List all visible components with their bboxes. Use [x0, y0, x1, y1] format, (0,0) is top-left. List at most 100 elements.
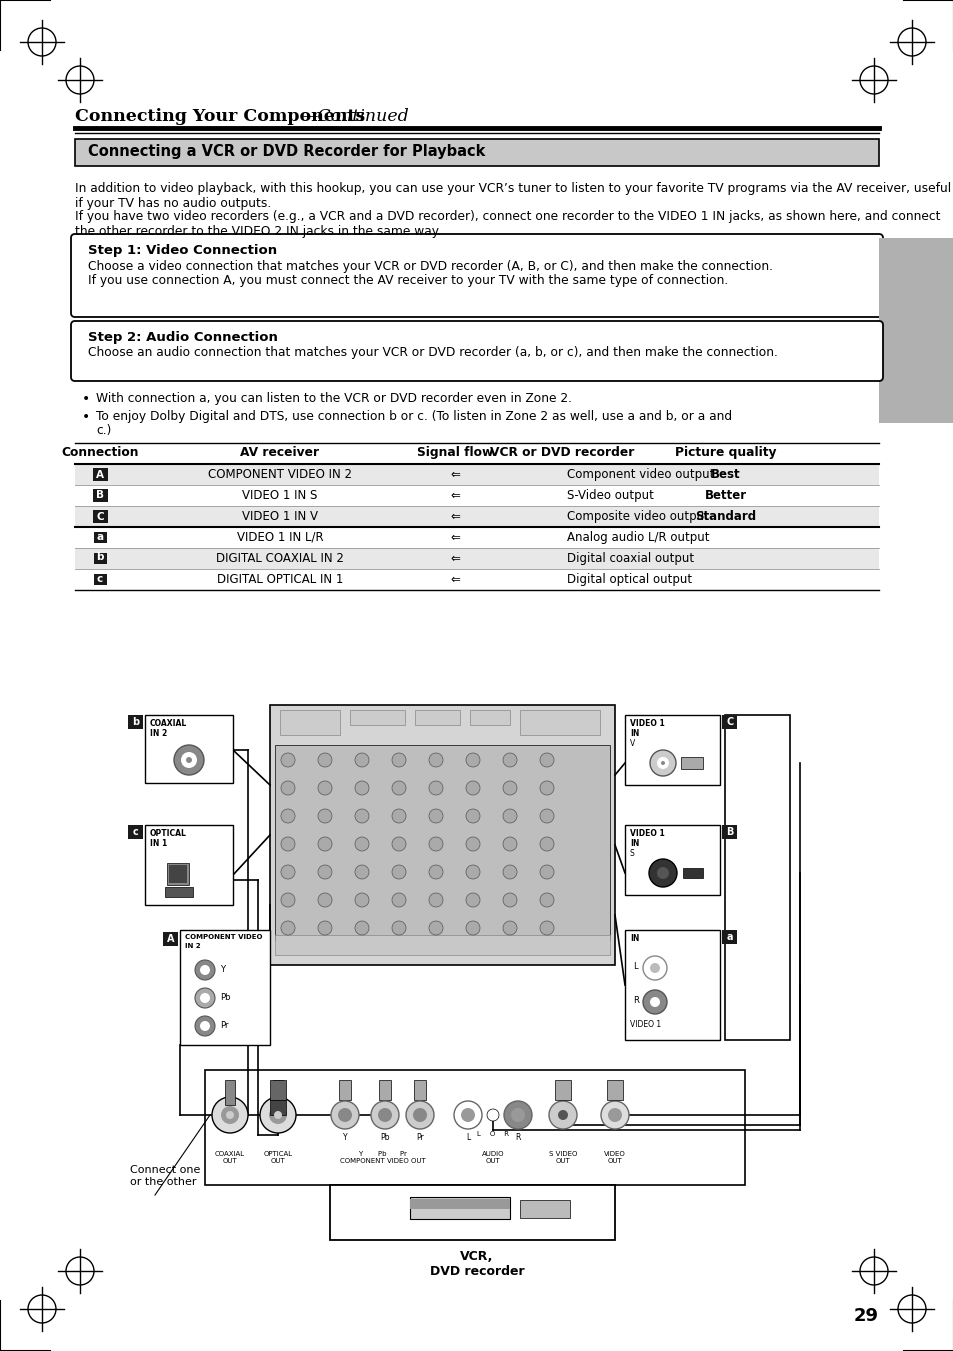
Circle shape: [642, 990, 666, 1015]
Circle shape: [355, 809, 369, 823]
Circle shape: [331, 1101, 358, 1129]
Text: AUDIO
OUT: AUDIO OUT: [481, 1151, 504, 1165]
Text: IN: IN: [629, 730, 639, 738]
Text: B: B: [725, 827, 733, 838]
Text: L: L: [633, 962, 637, 971]
Bar: [378, 1079, 391, 1100]
Bar: [75, 485, 878, 507]
Bar: [75, 527, 878, 549]
Circle shape: [406, 1101, 434, 1129]
Circle shape: [465, 838, 479, 851]
Bar: [721, 825, 737, 839]
Circle shape: [539, 921, 554, 935]
Circle shape: [260, 1097, 295, 1133]
Circle shape: [200, 965, 210, 975]
Bar: [145, 715, 233, 784]
Text: A: A: [167, 934, 174, 944]
Circle shape: [429, 781, 442, 794]
Circle shape: [269, 1106, 287, 1124]
Bar: [338, 1079, 351, 1100]
Text: C: C: [96, 512, 104, 521]
Text: 29: 29: [853, 1306, 878, 1325]
Bar: [145, 825, 233, 905]
Circle shape: [281, 893, 294, 907]
Circle shape: [502, 893, 517, 907]
Text: Best: Best: [710, 467, 740, 481]
Circle shape: [281, 781, 294, 794]
Circle shape: [465, 753, 479, 767]
Text: IN: IN: [629, 934, 639, 943]
Text: ⇐: ⇐: [450, 467, 459, 481]
Text: IN 2: IN 2: [185, 943, 200, 948]
Text: DIGITAL OPTICAL IN 1: DIGITAL OPTICAL IN 1: [216, 573, 343, 586]
Text: ⇐: ⇐: [450, 509, 459, 523]
Bar: [330, 1185, 615, 1240]
Text: With connection a, you can listen to the VCR or DVD recorder even in Zone 2.: With connection a, you can listen to the…: [96, 392, 572, 405]
Bar: [75, 507, 878, 527]
Text: R: R: [633, 996, 639, 1005]
Circle shape: [429, 809, 442, 823]
Text: VIDEO
OUT: VIDEO OUT: [603, 1151, 625, 1165]
Bar: [165, 888, 193, 897]
Circle shape: [281, 753, 294, 767]
Text: Pr: Pr: [220, 1021, 229, 1029]
Circle shape: [355, 753, 369, 767]
Text: Component video output: Component video output: [566, 467, 714, 481]
Bar: [878, 238, 953, 423]
Text: Digital coaxial output: Digital coaxial output: [566, 553, 694, 565]
Circle shape: [642, 957, 666, 979]
Text: COAXIAL: COAXIAL: [150, 719, 187, 728]
Bar: [225, 1079, 234, 1105]
Circle shape: [539, 865, 554, 880]
Circle shape: [502, 838, 517, 851]
Bar: [75, 549, 878, 569]
Bar: [270, 1079, 286, 1100]
Text: V: V: [629, 739, 635, 748]
Text: Y: Y: [220, 965, 225, 974]
Circle shape: [503, 1101, 532, 1129]
Text: Connect one
or the other: Connect one or the other: [130, 1165, 200, 1186]
Text: Connecting Your Components: Connecting Your Components: [75, 108, 365, 126]
Text: c: c: [97, 574, 103, 584]
Text: Pb: Pb: [380, 1133, 390, 1142]
Text: VCR or DVD recorder: VCR or DVD recorder: [489, 446, 634, 459]
Text: c: c: [133, 827, 139, 838]
Circle shape: [317, 809, 332, 823]
Circle shape: [649, 750, 676, 775]
Circle shape: [558, 1111, 567, 1120]
Circle shape: [502, 809, 517, 823]
Text: COAXIAL
OUT: COAXIAL OUT: [214, 1151, 245, 1165]
Bar: [128, 715, 143, 730]
Text: •: •: [82, 409, 91, 424]
Text: OPTICAL: OPTICAL: [150, 830, 187, 838]
Circle shape: [186, 757, 192, 763]
Text: Pb: Pb: [220, 993, 231, 1002]
Text: Composite video output: Composite video output: [566, 509, 708, 523]
Bar: [555, 1079, 571, 1100]
Text: Connection: Connection: [61, 446, 138, 459]
Bar: [624, 825, 720, 894]
Text: S VIDEO
OUT: S VIDEO OUT: [548, 1151, 577, 1165]
Circle shape: [502, 865, 517, 880]
Circle shape: [274, 1111, 282, 1119]
Circle shape: [200, 1021, 210, 1031]
Circle shape: [660, 761, 664, 765]
Circle shape: [657, 867, 668, 880]
Bar: [180, 929, 270, 1046]
Text: L    O    R: L O R: [476, 1131, 509, 1138]
Circle shape: [607, 1108, 621, 1121]
Bar: [519, 1200, 569, 1219]
Bar: [94, 574, 107, 585]
Bar: [682, 867, 702, 878]
Circle shape: [539, 753, 554, 767]
Circle shape: [392, 865, 406, 880]
Bar: [270, 705, 615, 965]
Text: •: •: [82, 392, 91, 407]
Text: COMPONENT VIDEO IN 2: COMPONENT VIDEO IN 2: [208, 467, 352, 481]
Text: Step 2: Audio Connection: Step 2: Audio Connection: [88, 331, 277, 345]
Text: Standard: Standard: [695, 509, 756, 523]
Circle shape: [377, 1108, 392, 1121]
Bar: [163, 932, 178, 946]
Bar: [274, 935, 609, 955]
Text: Digital optical output: Digital optical output: [566, 573, 691, 586]
